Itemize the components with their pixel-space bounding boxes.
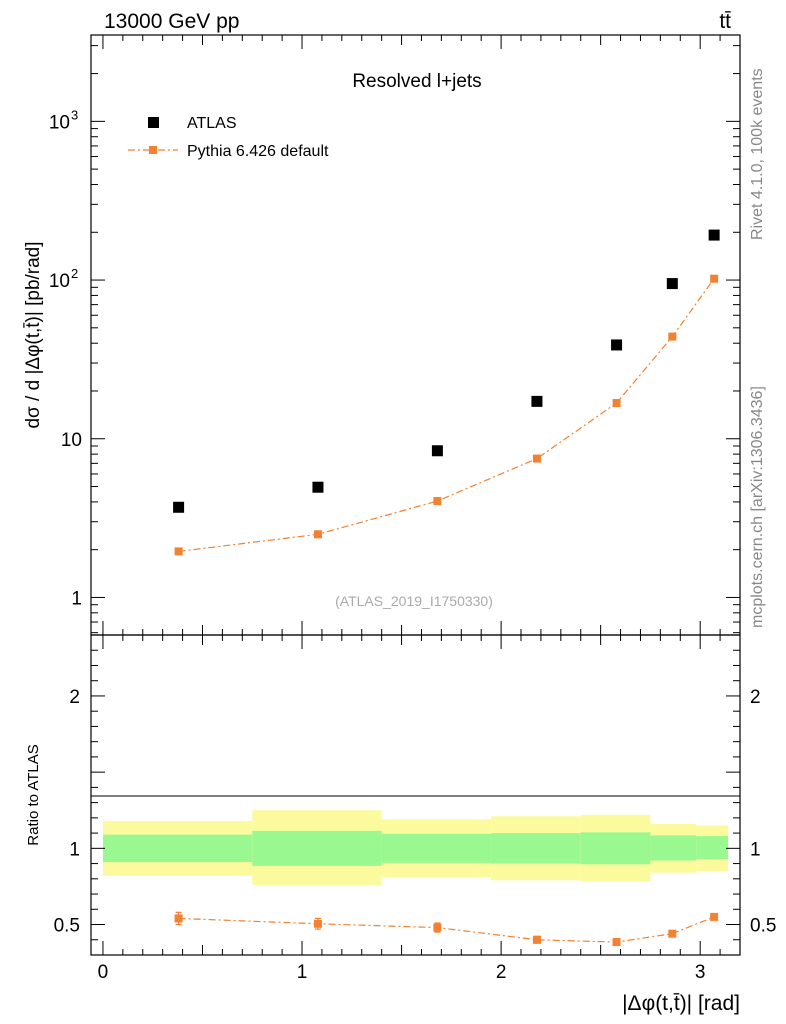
atlas-point (666, 278, 678, 290)
atlas-point (312, 481, 324, 493)
legend-atlas-marker (148, 117, 159, 128)
main-y-tick-label: 10 (49, 112, 70, 133)
watermark: (ATLAS_2019_I1750330) (335, 593, 493, 609)
pythia-point (612, 398, 621, 407)
main-y-tick-exponent: 2 (71, 266, 78, 281)
ratio-point (668, 929, 677, 938)
ratio-point (174, 914, 183, 923)
ratio-band-inner (102, 834, 253, 863)
ratio-frame (90, 634, 741, 956)
ratio-y-tick-label-right: 1 (750, 839, 761, 860)
ratio-y-ticks (91, 634, 740, 956)
main-data-layer (173, 229, 720, 556)
ratio-bands (102, 810, 729, 885)
legend-atlas-label: ATLAS (187, 115, 237, 132)
main-y-tick-label: 10 (49, 271, 70, 292)
legend-pythia-label: Pythia 6.426 default (187, 143, 329, 160)
source-label: mcplots.cern.ch [arXiv:1306.3436] (749, 386, 766, 628)
pythia-line (178, 278, 715, 553)
main-y-tick-label: 10 (61, 430, 82, 451)
x-tick-label: 2 (496, 962, 507, 983)
process-label: tt̄ (719, 10, 731, 33)
x-axis-label: |Δφ(t,t̄)| [rad] (622, 992, 740, 1015)
ratio-x-ticks (102, 635, 741, 955)
ratio-band-inner (650, 835, 697, 861)
plot-title: Resolved l+jets (352, 71, 481, 92)
x-tick-label: 1 (297, 962, 308, 983)
ratio-line (178, 916, 715, 943)
ratio-y-tick-labels: 0.5 0.5 1 1 2 2 (54, 687, 777, 937)
energy-label: 13000 GeV pp (104, 10, 239, 33)
x-tick-label: 0 (98, 962, 109, 983)
atlas-point (611, 339, 623, 351)
pythia-point (313, 530, 322, 539)
ratio-band-inner (381, 833, 492, 863)
main-y-ticks (91, 45, 740, 634)
ratio-y-tick-label-right: 2 (750, 687, 761, 708)
atlas-point (531, 395, 543, 407)
pythia-point (532, 454, 541, 463)
pythia-point (174, 547, 183, 556)
pythia-point (668, 332, 677, 341)
ratio-point (710, 912, 719, 921)
atlas-point (173, 501, 185, 513)
ratio-point (532, 935, 541, 944)
ratio-point (313, 919, 322, 928)
ratio-data-layer (174, 911, 719, 947)
pythia-point (433, 497, 442, 506)
ratio-y-tick-label-right: 0.5 (750, 916, 776, 937)
x-tick-labels: 0 1 2 3 (98, 962, 706, 983)
ratio-y-tick-label-left: 1 (69, 839, 80, 860)
main-x-ticks (102, 35, 741, 635)
legend-pythia-marker (149, 146, 157, 154)
ratio-band-inner (580, 832, 651, 865)
main-y-tick-exponent: 3 (71, 107, 78, 122)
atlas-point (431, 445, 443, 457)
main-y-axis-label: dσ / d |Δφ(t,t̄)| [pb/rad] (23, 241, 44, 428)
pythia-point (710, 274, 719, 283)
ratio-band-inner (252, 830, 382, 866)
ratio-panel: 0.5 0.5 1 1 2 2 0 1 2 3 Ratio to ATLAS |Δφ(t,t̄)… (25, 634, 777, 1015)
ratio-point (433, 923, 442, 932)
legend: ATLAS Pythia 6.426 default (128, 115, 329, 160)
ratio-band-inner (696, 836, 729, 859)
ratio-band-inner (491, 833, 581, 864)
rivet-label: Rivet 4.1.0, 100k events (749, 68, 766, 240)
atlas-point (708, 229, 720, 241)
ratio-y-axis-label: Ratio to ATLAS (25, 744, 42, 845)
ratio-y-tick-label-left: 2 (69, 687, 80, 708)
x-tick-label: 3 (695, 962, 706, 983)
ratio-point (612, 938, 621, 947)
main-y-tick-label: 1 (71, 588, 82, 609)
ratio-y-tick-label-left: 0.5 (54, 916, 80, 937)
